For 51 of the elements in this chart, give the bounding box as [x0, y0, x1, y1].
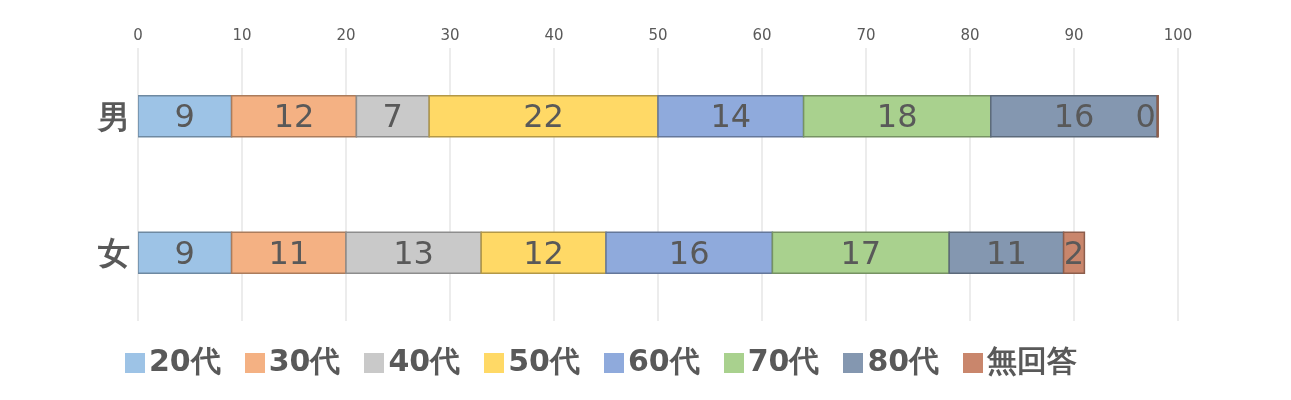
bar — [948, 231, 1065, 275]
data-label: 7 — [382, 97, 403, 136]
x-tick-label: 30 — [440, 26, 460, 44]
bar — [230, 95, 358, 138]
legend-label: 30代 — [268, 343, 341, 378]
legend-label: 60代 — [627, 343, 700, 378]
y-tick-label: 女 — [97, 234, 130, 273]
data-label: 13 — [393, 233, 434, 272]
legend-label: 40代 — [388, 343, 461, 378]
bar — [990, 95, 1158, 138]
data-label: 22 — [523, 97, 564, 136]
bar — [230, 231, 347, 275]
x-tick-label: 70 — [856, 26, 876, 44]
bar — [355, 95, 430, 138]
y-tick-label: 男 — [97, 97, 130, 136]
data-label: 16 — [1053, 97, 1095, 136]
data-label: 11 — [986, 233, 1027, 272]
data-label: 14 — [710, 97, 752, 136]
legend-label: 20代 — [148, 343, 221, 378]
x-tick-label: 10 — [232, 26, 252, 44]
x-tick-label: 40 — [544, 26, 564, 44]
data-label: 12 — [523, 233, 564, 272]
bar — [771, 231, 950, 275]
x-tick-label: 60 — [752, 26, 772, 44]
data-label: 17 — [840, 233, 882, 272]
bar — [605, 231, 774, 275]
data-label: 11 — [268, 233, 310, 272]
bar — [428, 95, 659, 138]
bar — [802, 95, 992, 138]
data-label: 9 — [174, 97, 195, 136]
data-label: 16 — [668, 233, 710, 272]
bar — [138, 95, 233, 138]
x-tick-label: 20 — [336, 26, 356, 44]
x-tick-label: 80 — [960, 26, 980, 44]
bar — [657, 95, 805, 138]
data-label: 18 — [876, 97, 918, 136]
bar — [345, 231, 482, 275]
x-tick-label: 0 — [133, 26, 143, 44]
legend-label: 80代 — [867, 343, 940, 378]
legend-label: 50代 — [508, 343, 580, 378]
legend-label: 70代 — [747, 343, 820, 378]
data-label: 12 — [273, 97, 315, 136]
legend-label: 無回答 — [987, 343, 1078, 378]
data-label: 0 — [1135, 97, 1156, 136]
x-tick-label: 90 — [1064, 26, 1084, 44]
x-tick-label: 50 — [648, 26, 668, 44]
data-label: 9 — [174, 233, 195, 272]
data-label: 2 — [1063, 233, 1085, 272]
bar — [138, 231, 233, 275]
x-tick-label: 100 — [1163, 26, 1193, 44]
bar — [480, 231, 607, 275]
